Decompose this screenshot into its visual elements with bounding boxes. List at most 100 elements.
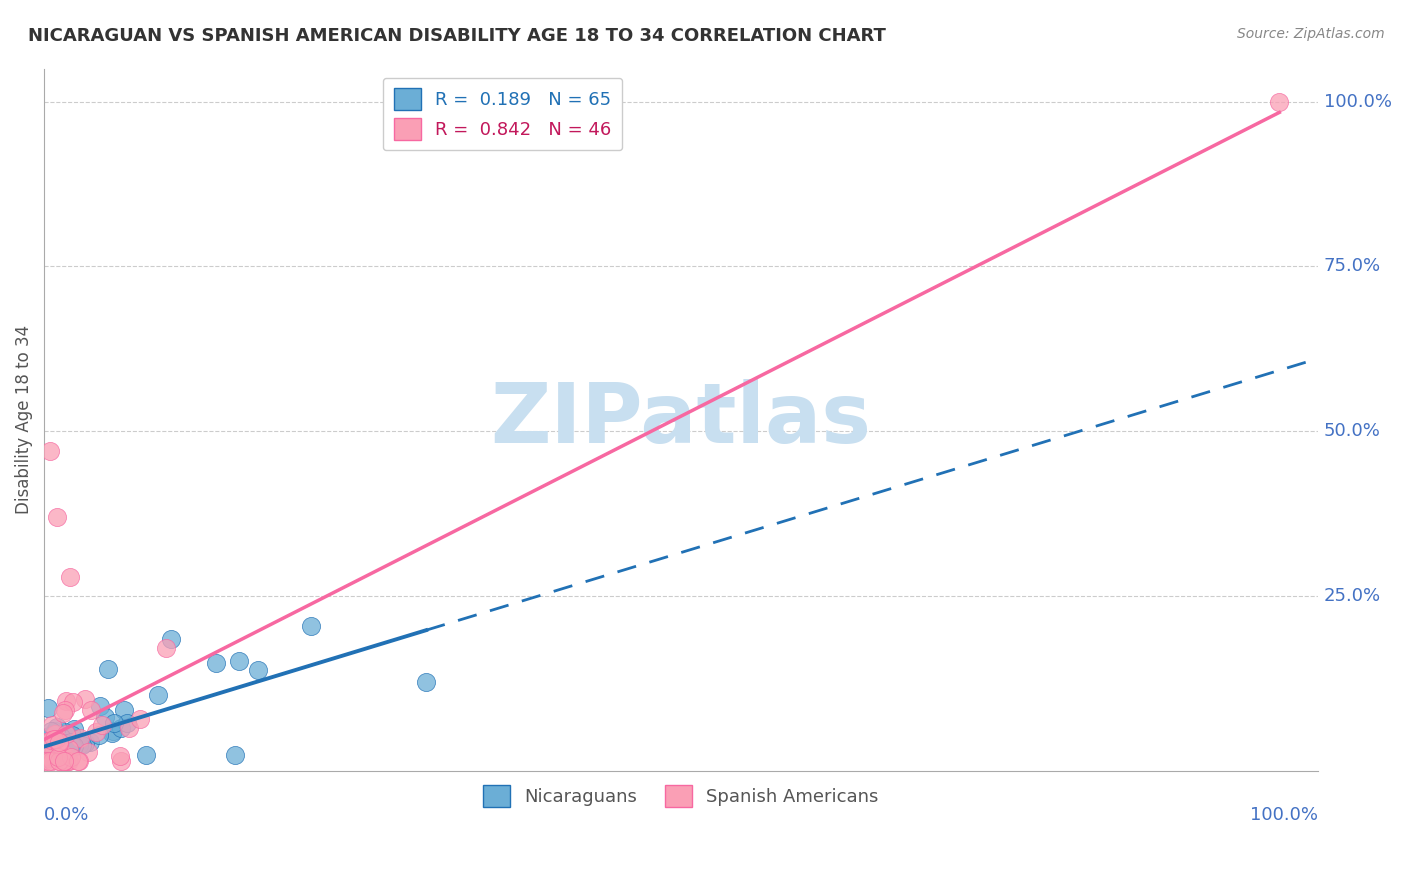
Point — [38, 737, 60, 751]
Point — [146, 688, 169, 702]
Point — [205, 657, 228, 671]
Point — [46, 721, 69, 735]
Point — [48, 738, 70, 752]
Point — [118, 721, 141, 735]
Point — [80, 703, 103, 717]
Point — [299, 619, 322, 633]
Point — [67, 754, 90, 768]
Point — [35, 735, 58, 749]
Point — [34, 736, 56, 750]
Point — [58, 742, 80, 756]
Point — [35, 749, 58, 764]
Point — [34, 754, 56, 768]
Text: 25.0%: 25.0% — [1324, 587, 1381, 606]
Point — [77, 745, 100, 759]
Point — [35, 748, 58, 763]
Point — [41, 747, 63, 761]
Point — [84, 725, 107, 739]
Point — [228, 654, 250, 668]
Point — [34, 751, 56, 765]
Point — [73, 736, 96, 750]
Point — [46, 740, 69, 755]
Point — [34, 747, 56, 761]
Point — [63, 739, 86, 753]
Point — [58, 569, 80, 583]
Text: ZIPatlas: ZIPatlas — [491, 379, 872, 460]
Point — [59, 735, 82, 749]
Point — [52, 706, 75, 721]
Text: NICARAGUAN VS SPANISH AMERICAN DISABILITY AGE 18 TO 34 CORRELATION CHART: NICARAGUAN VS SPANISH AMERICAN DISABILIT… — [28, 27, 886, 45]
Point — [101, 723, 124, 738]
Legend: Nicaraguans, Spanish Americans: Nicaraguans, Spanish Americans — [472, 774, 890, 818]
Point — [56, 754, 79, 768]
Point — [91, 717, 114, 731]
Point — [39, 750, 62, 764]
Point — [52, 754, 75, 768]
Point — [112, 703, 135, 717]
Point — [103, 716, 125, 731]
Point — [53, 745, 76, 759]
Point — [70, 738, 93, 752]
Point — [45, 510, 67, 524]
Point — [53, 754, 76, 768]
Point — [34, 739, 56, 753]
Point — [44, 732, 66, 747]
Point — [42, 743, 65, 757]
Point — [97, 662, 120, 676]
Point — [128, 712, 150, 726]
Point — [48, 754, 70, 768]
Point — [49, 741, 72, 756]
Y-axis label: Disability Age 18 to 34: Disability Age 18 to 34 — [15, 326, 32, 515]
Text: Source: ZipAtlas.com: Source: ZipAtlas.com — [1237, 27, 1385, 41]
Point — [41, 732, 63, 747]
Point — [41, 754, 63, 768]
Point — [60, 728, 83, 742]
Text: 0.0%: 0.0% — [44, 806, 90, 824]
Point — [37, 751, 59, 765]
Point — [67, 738, 90, 752]
Point — [55, 737, 77, 751]
Point — [51, 742, 73, 756]
Point — [79, 735, 101, 749]
Point — [55, 754, 77, 768]
Point — [67, 754, 90, 768]
Point — [155, 640, 177, 655]
Point — [39, 724, 62, 739]
Point — [38, 751, 60, 765]
Point — [49, 731, 72, 745]
Point — [39, 444, 62, 458]
Point — [110, 748, 132, 763]
Text: 100.0%: 100.0% — [1250, 806, 1317, 824]
Point — [101, 725, 124, 739]
Point — [53, 725, 76, 739]
Point — [37, 744, 59, 758]
Point — [37, 735, 59, 749]
Point — [38, 729, 60, 743]
Point — [38, 754, 60, 768]
Point — [415, 675, 437, 690]
Point — [247, 663, 270, 677]
Point — [115, 715, 138, 730]
Point — [49, 743, 72, 757]
Point — [73, 691, 96, 706]
Point — [89, 699, 111, 714]
Point — [45, 731, 67, 746]
Point — [63, 723, 86, 737]
Point — [89, 728, 111, 742]
Point — [37, 701, 59, 715]
Point — [41, 718, 63, 732]
Point — [55, 694, 77, 708]
Point — [55, 726, 77, 740]
Point — [53, 736, 76, 750]
Point — [52, 747, 75, 761]
Point — [41, 739, 63, 754]
Text: 100.0%: 100.0% — [1324, 93, 1392, 111]
Point — [35, 749, 58, 764]
Point — [135, 747, 157, 762]
Point — [110, 754, 132, 768]
Point — [48, 754, 70, 768]
Point — [55, 740, 77, 755]
Point — [93, 709, 115, 723]
Point — [53, 703, 76, 717]
Text: 50.0%: 50.0% — [1324, 423, 1381, 441]
